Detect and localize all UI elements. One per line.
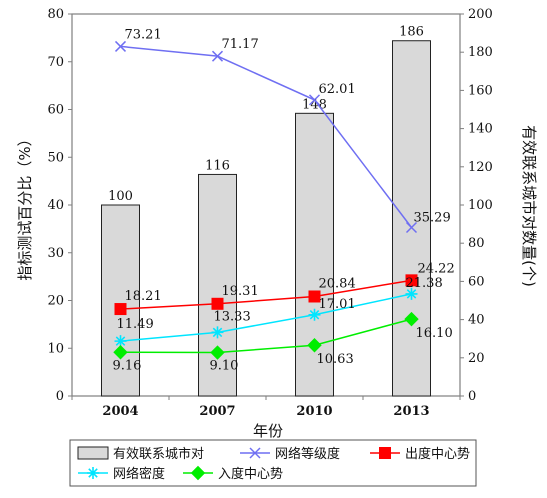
left-tick-label: 30 xyxy=(47,246,64,261)
series-data-label: 17.01 xyxy=(319,297,356,312)
legend-swatch-bars xyxy=(77,446,109,460)
series-data-label: 19.31 xyxy=(222,284,259,299)
left-tick-label: 20 xyxy=(47,294,64,309)
right-tick-label: 160 xyxy=(468,83,493,98)
left-tick-label: 80 xyxy=(47,7,64,22)
series-point xyxy=(379,447,391,459)
series-data-label: 10.63 xyxy=(317,352,354,367)
series-point xyxy=(114,335,127,348)
series-point xyxy=(308,290,321,303)
series-data-label: 11.49 xyxy=(117,317,154,332)
series-point xyxy=(211,297,224,310)
series-data-label: 9.10 xyxy=(210,359,239,374)
series-line xyxy=(120,293,412,342)
series-point xyxy=(87,467,99,479)
bar xyxy=(101,204,140,397)
bar-data-label: 100 xyxy=(108,189,133,204)
left-tick-label: 40 xyxy=(47,198,64,213)
series-point xyxy=(404,311,419,327)
right-tick-label: 180 xyxy=(468,45,493,60)
series-line xyxy=(120,279,412,310)
right-tick-label: 20 xyxy=(468,351,485,366)
x-tick-label: 2004 xyxy=(102,404,138,419)
series-point xyxy=(308,94,321,106)
series-data-label: 62.01 xyxy=(319,82,356,97)
series-point xyxy=(113,345,128,360)
series-point xyxy=(211,326,224,339)
left-y-axis-title: 指标测试百分比（%） xyxy=(16,131,34,280)
series-data-label: 20.84 xyxy=(319,276,356,291)
series-point xyxy=(249,447,261,459)
right-tick-label: 120 xyxy=(468,160,493,175)
series-point xyxy=(190,465,206,481)
series-point xyxy=(308,308,321,321)
x-tick-label: 2007 xyxy=(199,404,235,419)
legend-label: 网络等级度 xyxy=(275,446,340,462)
series-point xyxy=(405,274,418,287)
legend-label: 网络密度 xyxy=(113,466,165,482)
x-tick-label: 2013 xyxy=(393,404,429,419)
right-tick-label: 100 xyxy=(468,198,493,213)
legend-label: 有效联系城市对 xyxy=(113,446,204,462)
series-point xyxy=(307,338,322,353)
series-data-label: 18.21 xyxy=(125,289,162,304)
x-axis-title: 年份 xyxy=(253,422,283,440)
right-tick-label: 80 xyxy=(468,236,485,251)
legend-box xyxy=(69,439,477,487)
series-line xyxy=(120,45,413,228)
x-tick-label: 2010 xyxy=(296,404,332,419)
left-tick-label: 0 xyxy=(56,389,64,404)
left-tick-label: 50 xyxy=(47,150,64,165)
bar-data-label: 116 xyxy=(205,158,230,173)
left-tick-label: 10 xyxy=(47,341,64,356)
right-y-axis-title: 有效联系城市对数量(个) xyxy=(520,125,538,287)
series-data-label: 73.21 xyxy=(125,27,162,42)
series-data-label: 71.17 xyxy=(222,37,259,52)
right-tick-label: 60 xyxy=(468,274,485,289)
left-tick-label: 70 xyxy=(47,55,64,70)
series-point xyxy=(114,40,127,52)
series-data-label: 35.29 xyxy=(414,210,451,225)
right-tick-label: 40 xyxy=(468,313,485,328)
right-tick-label: 200 xyxy=(468,7,493,22)
series-point xyxy=(211,50,224,62)
series-data-label: 9.16 xyxy=(113,358,142,373)
right-tick-label: 0 xyxy=(468,389,476,404)
series-data-label: 21.38 xyxy=(406,276,443,291)
series-point xyxy=(405,221,418,234)
series-data-label: 13.33 xyxy=(214,309,251,324)
series-point xyxy=(210,345,225,360)
legend-label: 入度中心势 xyxy=(218,466,283,482)
series-data-label: 16.10 xyxy=(416,326,453,341)
series-data-label: 24.22 xyxy=(418,261,455,276)
bar-data-label: 186 xyxy=(399,25,424,40)
series-point xyxy=(405,287,418,300)
right-tick-label: 140 xyxy=(468,122,493,137)
series-line xyxy=(120,318,412,354)
legend-label: 出度中心势 xyxy=(405,446,470,462)
left-tick-label: 60 xyxy=(47,103,64,118)
series-point xyxy=(114,303,127,316)
bar xyxy=(392,40,431,397)
